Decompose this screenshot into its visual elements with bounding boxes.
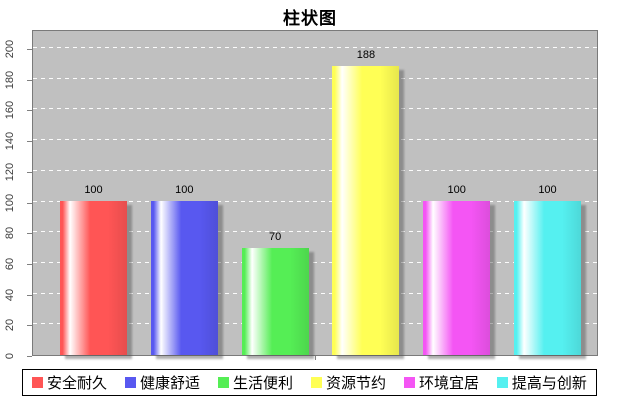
gridline (33, 139, 597, 141)
legend-item-安全耐久[interactable]: 安全耐久 (32, 372, 107, 393)
legend-swatch-icon (124, 377, 136, 388)
bar-资源节约[interactable] (332, 66, 400, 355)
legend-swatch-icon (32, 377, 43, 388)
legend-label: 健康舒适 (139, 375, 200, 392)
bar-value-label: 100 (538, 184, 557, 196)
y-tick-mark (27, 49, 32, 50)
bar-生活便利[interactable] (241, 248, 309, 355)
bar-value-label: 188 (356, 49, 376, 61)
legend: 安全耐久 健康舒适 生活便利 资源节约 环境宜居 提高与创新 (22, 369, 597, 396)
bar-环境宜居[interactable] (423, 201, 491, 355)
bar-value-label: 100 (447, 184, 466, 196)
y-tick-mark (27, 141, 32, 142)
gridline (33, 77, 597, 79)
legend-item-健康舒适[interactable]: 健康舒适 (124, 372, 200, 393)
chart-title: 柱状图 (283, 9, 337, 28)
y-tick-mark (27, 325, 32, 326)
y-tick-mark (27, 203, 32, 204)
legend-label: 提高与创新 (511, 375, 587, 392)
gridline (33, 323, 597, 325)
gridline (33, 169, 597, 171)
x-tick-mark (315, 356, 316, 360)
y-tick-mark (27, 110, 32, 111)
legend-label: 资源节约 (325, 375, 386, 392)
legend-swatch-icon (403, 377, 415, 388)
legend-label: 生活便利 (232, 375, 293, 392)
bar-value-label: 100 (175, 184, 194, 196)
y-tick-mark (27, 356, 32, 357)
y-tick-mark (27, 80, 32, 81)
y-tick-mark (27, 264, 32, 265)
gridline (33, 261, 597, 263)
legend-swatch-icon (496, 377, 508, 388)
legend-item-生活便利[interactable]: 生活便利 (217, 372, 293, 393)
plot-area: 100 100 70 188 100 100 (32, 30, 598, 356)
legend-swatch-icon (217, 377, 229, 388)
legend-label: 环境宜居 (418, 375, 479, 392)
gridline (33, 108, 597, 110)
legend-label: 安全耐久 (47, 375, 108, 392)
bar-提高与创新[interactable] (514, 201, 581, 355)
y-tick-label: 200 (4, 39, 16, 59)
y-tick-mark (27, 172, 32, 173)
bar-value-label: 100 (84, 184, 103, 196)
bar-安全耐久[interactable] (60, 201, 127, 355)
bar-健康舒适[interactable] (150, 201, 218, 355)
legend-swatch-icon (310, 377, 322, 388)
gridline (33, 231, 597, 233)
y-tick-mark (27, 233, 32, 234)
gridline (33, 292, 597, 294)
legend-item-提高与创新[interactable]: 提高与创新 (496, 372, 587, 393)
bar-value-label: 70 (268, 231, 282, 243)
legend-item-环境宜居[interactable]: 环境宜居 (403, 372, 479, 393)
gridline (33, 47, 597, 48)
y-tick-mark (27, 295, 32, 296)
gridline (33, 200, 597, 202)
legend-item-资源节约[interactable]: 资源节约 (310, 372, 386, 393)
